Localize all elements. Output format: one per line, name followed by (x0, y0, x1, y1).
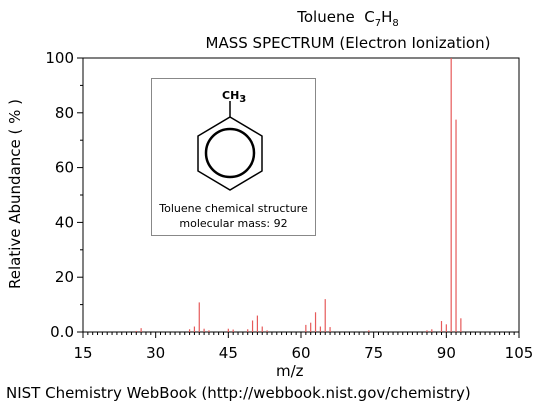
y-tick-label: 100 (45, 49, 74, 67)
x-tick-label: 15 (73, 344, 92, 362)
x-tick-label: 45 (219, 344, 238, 362)
compound-name: Toluene (297, 8, 355, 26)
y-tick-label: 20 (55, 268, 74, 286)
compound-title: Toluene C7H8 (78, 8, 540, 29)
y-axis-label: Relative Abundance ( % ) (6, 98, 24, 290)
footer-credit: NIST Chemistry WebBook (http://webbook.n… (6, 384, 471, 402)
methyl-sub: 3 (239, 94, 247, 106)
x-tick-label: 105 (505, 344, 534, 362)
x-tick-label: 60 (291, 344, 310, 362)
methyl-ch: CH (222, 89, 240, 102)
x-axis-label: m/z (276, 362, 304, 380)
formula-h-count: 8 (392, 18, 399, 29)
structure-caption: Toluene chemical structure (159, 202, 308, 215)
formula-c-count: 7 (374, 18, 382, 29)
benzene-ring-icon (197, 101, 263, 191)
y-tick-label: 40 (55, 213, 74, 231)
chart-title: MASS SPECTRUM (Electron Ionization) (205, 34, 491, 52)
structure-inset: CH3 Toluene chemical structure molecular… (151, 78, 316, 236)
methyl-group-label: CH3 (222, 89, 246, 105)
formula-h: H (381, 8, 393, 26)
formula-c: C (364, 8, 375, 26)
x-tick-label: 75 (364, 344, 383, 362)
y-tick-label: 0.0 (50, 323, 74, 341)
y-tick-label: 60 (55, 159, 74, 177)
x-tick-label: 90 (437, 344, 456, 362)
x-tick-label: 30 (146, 344, 165, 362)
y-tick-label: 80 (55, 104, 74, 122)
molecular-mass: molecular mass: 92 (179, 217, 288, 230)
